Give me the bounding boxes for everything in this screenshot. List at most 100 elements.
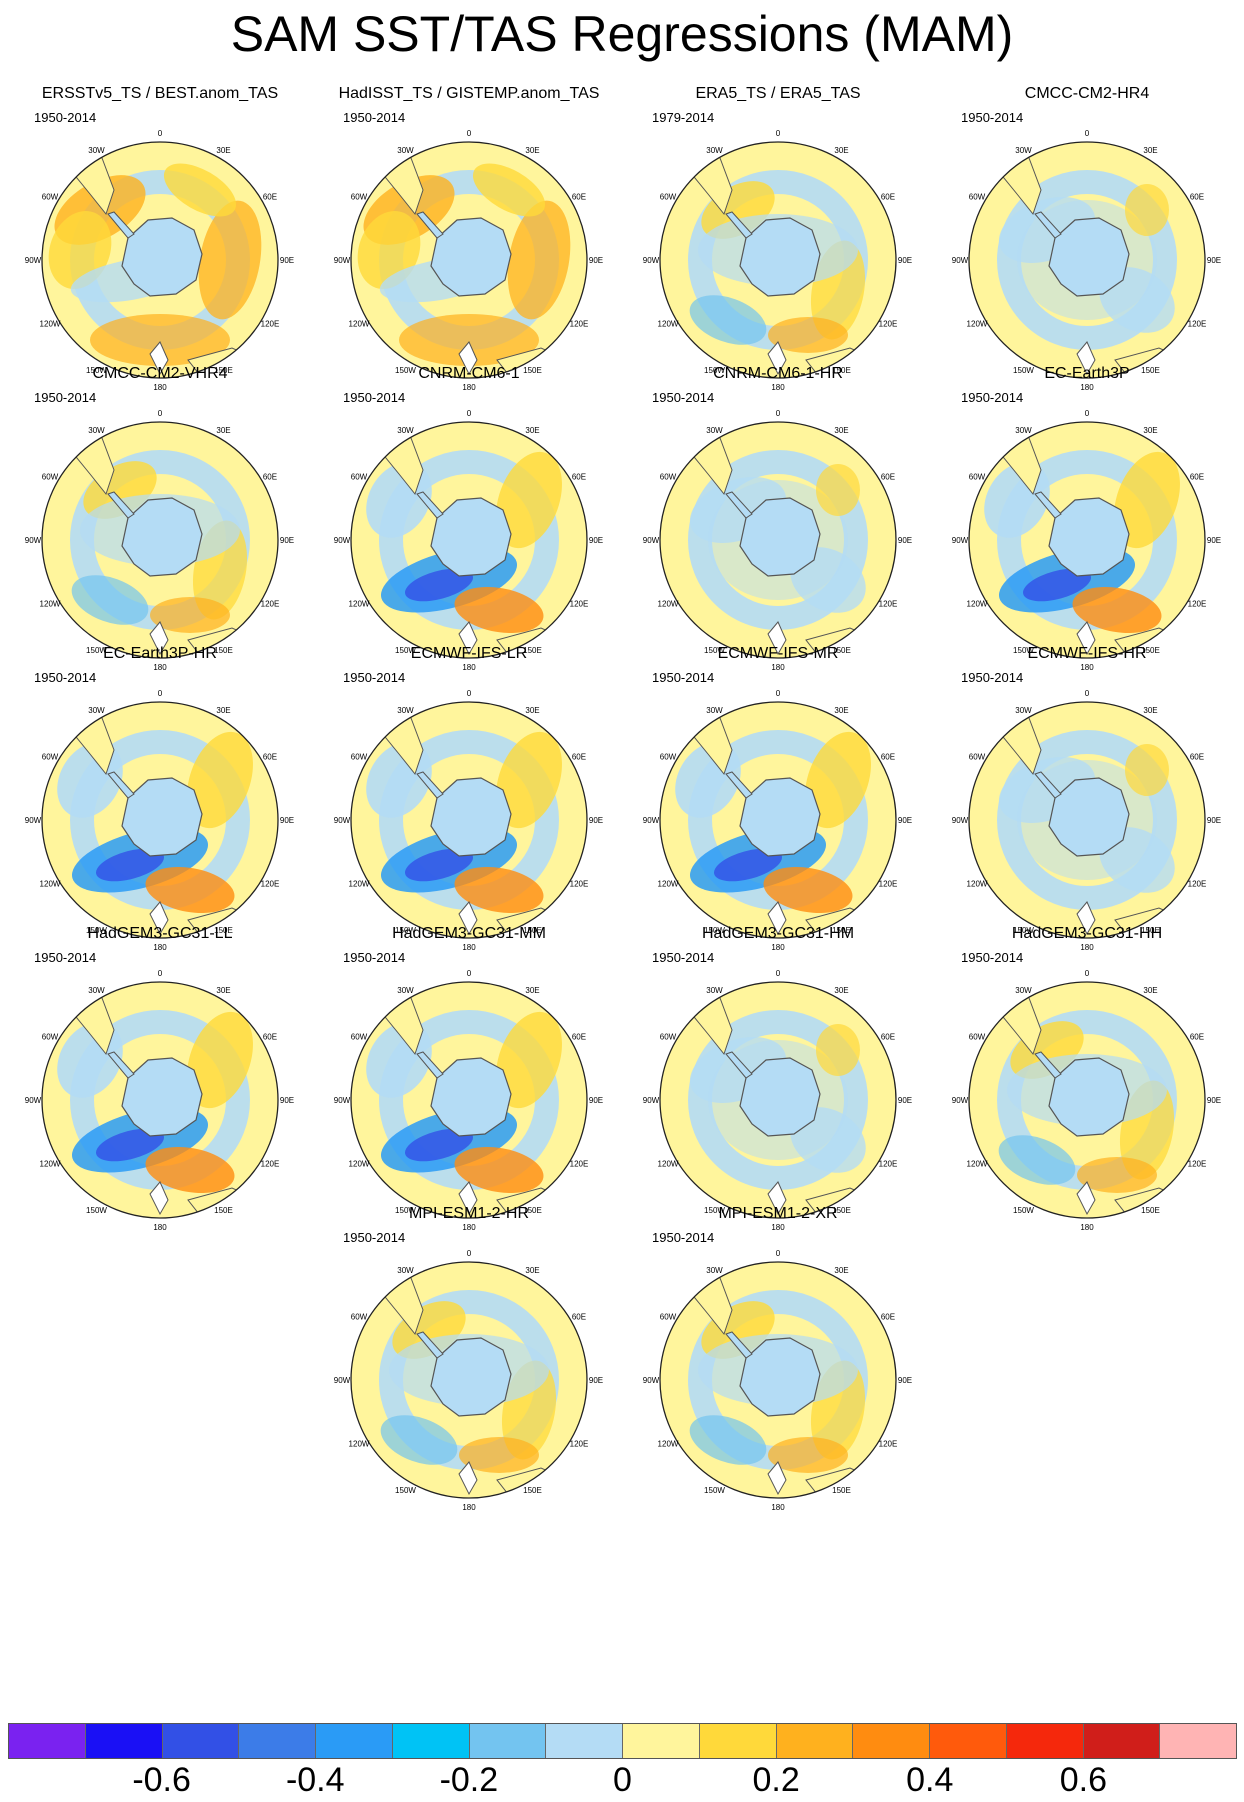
longitude-label: 30E: [1143, 146, 1157, 155]
new-zealand-land: [1076, 901, 1096, 936]
polar-map: 0 30E 60E 90E 120E 150E 180 150W 120W 90W 60W 30W: [25, 969, 294, 1232]
new-zealand-land: [458, 341, 478, 376]
longitude-label: 90W: [25, 1096, 42, 1105]
map-field: [969, 982, 1205, 1218]
longitude-label: 90W: [334, 1376, 351, 1385]
longitude-label: 120E: [879, 1160, 898, 1169]
antarctic-peninsula: [725, 491, 753, 519]
longitude-label: 180: [153, 943, 167, 952]
longitude-label: 0: [776, 409, 781, 418]
antarctica-land: [121, 497, 203, 577]
longitude-label: 60E: [1190, 1033, 1204, 1042]
antarctic-peninsula: [416, 771, 444, 799]
colorbar-swatch: [930, 1724, 1007, 1758]
longitude-label: 0: [467, 969, 472, 978]
polar-map: 0 30E 60E 90E 120E 150E 180 150W 120W 90W 60W 30W: [643, 969, 912, 1232]
africa-land: [236, 422, 278, 439]
longitude-label: 120W: [658, 1160, 679, 1169]
panel-years: 1950-2014: [652, 670, 715, 685]
antarctica-land: [121, 1057, 203, 1137]
longitude-label: 90E: [1207, 1096, 1221, 1105]
longitude-label: 30W: [1015, 986, 1032, 995]
map-panel: HadGEM3-GC31-MM 1950-2014 0 30E 60E 90E 120E 15…: [319, 924, 619, 1246]
longitude-label: 90W: [952, 816, 969, 825]
longitude-label: 150W: [395, 926, 416, 935]
longitude-label: 60W: [351, 753, 368, 762]
longitude-label: 60W: [969, 1033, 986, 1042]
antarctic-peninsula: [725, 1051, 753, 1079]
longitude-label: 30E: [834, 1266, 848, 1275]
longitude-label: 90E: [589, 1376, 603, 1385]
longitude-label: 30W: [88, 426, 105, 435]
longitude-label: 150E: [523, 366, 542, 375]
new-zealand-land: [458, 1461, 478, 1496]
longitude-label: 60E: [881, 1313, 895, 1322]
polar-map: 0 30E 60E 90E 120E 150E 180 150W 120W 90W 60W 30W: [334, 129, 603, 392]
colorbar-swatch: [239, 1724, 316, 1758]
longitude-label: 60W: [351, 1033, 368, 1042]
africa-land: [545, 1262, 587, 1279]
polar-map: 0 30E 60E 90E 120E 150E 180 150W 120W 90W 60W 30W: [334, 969, 603, 1232]
longitude-label: 180: [771, 943, 785, 952]
longitude-label: 30E: [216, 426, 230, 435]
colorbar-tick-label: 0.4: [906, 1761, 954, 1799]
longitude-label: 90W: [952, 1096, 969, 1105]
longitude-label: 0: [776, 1249, 781, 1258]
longitude-label: 150W: [395, 1206, 416, 1215]
antarctica-land: [121, 777, 203, 857]
longitude-label: 150E: [523, 646, 542, 655]
longitude-label: 90E: [898, 816, 912, 825]
longitude-label: 150W: [395, 1486, 416, 1495]
longitude-label: 150E: [1141, 366, 1160, 375]
map-panel: ECMWF-IFS-HR 1950-2014 0 30E 60E 90E 120E 150E 1…: [937, 644, 1237, 966]
polar-map: 0 30E 60E 90E 120E 150E 180 150W 120W 90W 60W 30W: [643, 129, 912, 392]
longitude-label: 30W: [706, 426, 723, 435]
longitude-label: 90W: [643, 1376, 660, 1385]
colorbar-tick-label: 0.6: [1059, 1761, 1107, 1799]
longitude-label: 120E: [261, 880, 280, 889]
longitude-label: 90W: [643, 1096, 660, 1105]
longitude-label: 180: [462, 383, 476, 392]
polar-map: 0 30E 60E 90E 120E 150E 180 150W 120W 90W 60W 30W: [643, 409, 912, 672]
longitude-label: 30E: [834, 706, 848, 715]
africa-land: [1163, 422, 1205, 439]
longitude-label: 150W: [395, 646, 416, 655]
longitude-label: 120W: [658, 600, 679, 609]
longitude-label: 90W: [334, 1096, 351, 1105]
longitude-label: 120E: [1188, 600, 1207, 609]
longitude-label: 150W: [704, 366, 725, 375]
antarctica-land: [739, 217, 821, 297]
polar-map: 0 30E 60E 90E 120E 150E 180 150W 120W 90W 60W 30W: [25, 129, 294, 392]
longitude-label: 60W: [969, 473, 986, 482]
antarctic-peninsula: [1034, 491, 1062, 519]
longitude-label: 0: [467, 689, 472, 698]
colorbar: [8, 1723, 1237, 1759]
longitude-label: 90W: [643, 816, 660, 825]
antarctica-land: [1048, 497, 1130, 577]
map-border: [350, 981, 588, 1219]
panel-years: 1950-2014: [961, 110, 1024, 125]
longitude-label: 180: [771, 1223, 785, 1232]
longitude-label: 30W: [88, 706, 105, 715]
panel-years: 1950-2014: [34, 110, 97, 125]
antarctic-peninsula: [416, 211, 444, 239]
longitude-label: 120W: [40, 880, 61, 889]
longitude-label: 120E: [261, 320, 280, 329]
colorbar-tick-label: -0.6: [132, 1761, 191, 1799]
antarctica-land: [430, 217, 512, 297]
longitude-label: 150E: [523, 1486, 542, 1495]
map-panel: EC-Earth3P 1950-2014 0 30E 60E 90E 120E 150E 180…: [937, 364, 1237, 686]
africa-land: [236, 702, 278, 719]
longitude-label: 150E: [1141, 646, 1160, 655]
longitude-label: 90E: [280, 536, 294, 545]
longitude-label: 60E: [572, 193, 586, 202]
antarctic-peninsula: [725, 1331, 753, 1359]
longitude-label: 60E: [572, 1313, 586, 1322]
panel-title: ERSSTv5_TS / BEST.anom_TAS: [41, 85, 279, 102]
map-border: [41, 421, 279, 659]
longitude-label: 90W: [952, 256, 969, 265]
longitude-label: 180: [462, 1503, 476, 1512]
colorbar-swatch: [392, 1724, 470, 1758]
panel-title: HadISST_TS / GISTEMP.anom_TAS: [338, 85, 600, 102]
longitude-label: 120E: [1188, 1160, 1207, 1169]
